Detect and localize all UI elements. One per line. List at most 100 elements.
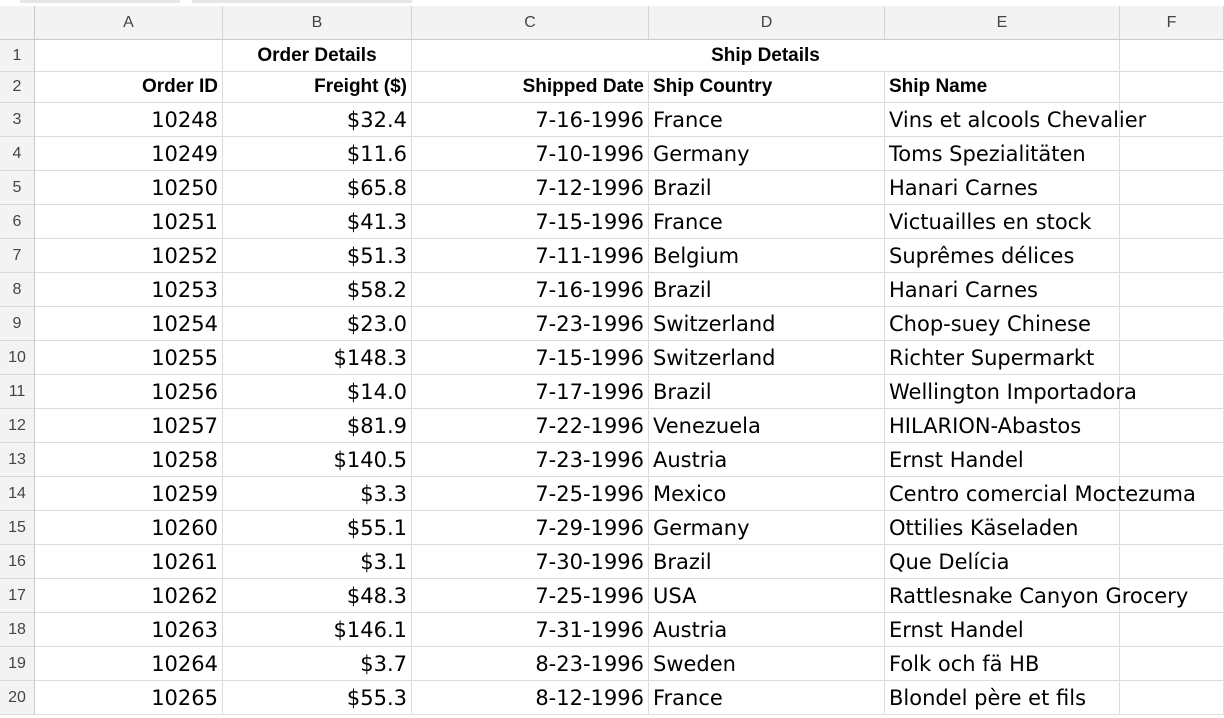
row-header-15[interactable]: 15	[0, 511, 35, 545]
empty-cell-f[interactable]	[1120, 273, 1224, 307]
row-header-5[interactable]: 5	[0, 171, 35, 205]
empty-cell-f[interactable]	[1120, 443, 1224, 477]
order-id-cell[interactable]: 10254	[35, 307, 223, 341]
freight-cell[interactable]: $32.4	[223, 103, 412, 137]
row-header-6[interactable]: 6	[0, 205, 35, 239]
ship-country-cell[interactable]: France	[649, 681, 885, 715]
empty-cell-f[interactable]	[1120, 477, 1224, 511]
empty-cell-f[interactable]	[1120, 171, 1224, 205]
order-id-cell[interactable]: 10265	[35, 681, 223, 715]
row-header-8[interactable]: 8	[0, 273, 35, 307]
freight-cell[interactable]: $14.0	[223, 375, 412, 409]
freight-header[interactable]: Freight ($)	[223, 72, 412, 103]
column-header-f[interactable]: F	[1120, 6, 1224, 39]
shipped-date-cell[interactable]: 7-25-1996	[412, 477, 649, 511]
order-id-cell[interactable]: 10262	[35, 579, 223, 613]
freight-cell[interactable]: $55.3	[223, 681, 412, 715]
ship-country-cell[interactable]: Brazil	[649, 171, 885, 205]
row-header-11[interactable]: 11	[0, 375, 35, 409]
ship-country-header[interactable]: Ship Country	[649, 72, 885, 103]
empty-cell-f[interactable]	[1120, 205, 1224, 239]
ship-name-cell[interactable]: Hanari Carnes	[885, 171, 1120, 205]
order-id-header[interactable]: Order ID	[35, 72, 223, 103]
shipped-date-cell[interactable]: 7-23-1996	[412, 443, 649, 477]
ship-name-cell[interactable]: Ernst Handel	[885, 613, 1120, 647]
freight-cell[interactable]: $3.1	[223, 545, 412, 579]
ship-country-cell[interactable]: Switzerland	[649, 307, 885, 341]
ship-country-cell[interactable]: Germany	[649, 511, 885, 545]
ship-name-cell[interactable]: Rattlesnake Canyon Grocery	[885, 579, 1188, 613]
freight-cell[interactable]: $3.3	[223, 477, 412, 511]
ship-country-cell[interactable]: Mexico	[649, 477, 885, 511]
order-id-cell[interactable]: 10258	[35, 443, 223, 477]
ship-name-cell[interactable]: Que Delícia	[885, 545, 1120, 579]
ship-name-cell[interactable]: Wellington Importadora	[885, 375, 1137, 409]
column-header-c[interactable]: C	[412, 6, 649, 39]
cell-f1[interactable]	[1120, 40, 1224, 72]
order-id-cell[interactable]: 10261	[35, 545, 223, 579]
shipped-date-cell[interactable]: 7-12-1996	[412, 171, 649, 205]
order-id-cell[interactable]: 10256	[35, 375, 223, 409]
ship-name-cell[interactable]: Ernst Handel	[885, 443, 1120, 477]
empty-cell-f[interactable]	[1120, 613, 1224, 647]
freight-cell[interactable]: $51.3	[223, 239, 412, 273]
empty-cell-f[interactable]	[1120, 647, 1224, 681]
ship-details-group-header[interactable]: Ship Details	[412, 40, 1120, 72]
empty-cell-f[interactable]	[1120, 409, 1224, 443]
empty-cell-f[interactable]	[1120, 341, 1224, 375]
freight-cell[interactable]: $23.0	[223, 307, 412, 341]
freight-cell[interactable]: $11.6	[223, 137, 412, 171]
freight-cell[interactable]: $58.2	[223, 273, 412, 307]
order-id-cell[interactable]: 10253	[35, 273, 223, 307]
ship-country-cell[interactable]: Brazil	[649, 273, 885, 307]
row-header-16[interactable]: 16	[0, 545, 35, 579]
ship-country-cell[interactable]: USA	[649, 579, 885, 613]
row-header-20[interactable]: 20	[0, 681, 35, 715]
row-header-14[interactable]: 14	[0, 477, 35, 511]
row-header-7[interactable]: 7	[0, 239, 35, 273]
empty-cell-f[interactable]	[1120, 239, 1224, 273]
freight-cell[interactable]: $41.3	[223, 205, 412, 239]
order-id-cell[interactable]: 10259	[35, 477, 223, 511]
empty-cell-f[interactable]	[1120, 137, 1224, 171]
ship-name-cell[interactable]: Toms Spezialitäten	[885, 137, 1120, 171]
row-header-12[interactable]: 12	[0, 409, 35, 443]
ship-name-cell[interactable]: Suprêmes délices	[885, 239, 1120, 273]
row-header-2[interactable]: 2	[0, 72, 35, 103]
ship-country-cell[interactable]: Austria	[649, 443, 885, 477]
order-id-cell[interactable]: 10248	[35, 103, 223, 137]
empty-cell-f[interactable]	[1120, 511, 1224, 545]
row-header-19[interactable]: 19	[0, 647, 35, 681]
column-header-e[interactable]: E	[885, 6, 1120, 39]
shipped-date-cell[interactable]: 8-12-1996	[412, 681, 649, 715]
ship-country-cell[interactable]: Germany	[649, 137, 885, 171]
order-id-cell[interactable]: 10250	[35, 171, 223, 205]
shipped-date-cell[interactable]: 7-25-1996	[412, 579, 649, 613]
shipped-date-cell[interactable]: 8-23-1996	[412, 647, 649, 681]
shipped-date-cell[interactable]: 7-11-1996	[412, 239, 649, 273]
ship-name-cell[interactable]: Centro comercial Moctezuma	[885, 477, 1196, 511]
shipped-date-cell[interactable]: 7-15-1996	[412, 341, 649, 375]
order-id-cell[interactable]: 10264	[35, 647, 223, 681]
ship-country-cell[interactable]: Brazil	[649, 545, 885, 579]
ship-name-cell[interactable]: Ottilies Käseladen	[885, 511, 1120, 545]
empty-cell-f[interactable]	[1120, 307, 1224, 341]
order-id-cell[interactable]: 10257	[35, 409, 223, 443]
shipped-date-cell[interactable]: 7-30-1996	[412, 545, 649, 579]
ship-country-cell[interactable]: Austria	[649, 613, 885, 647]
select-all-corner[interactable]	[0, 6, 35, 39]
empty-cell-f[interactable]	[1120, 375, 1224, 409]
shipped-date-cell[interactable]: 7-29-1996	[412, 511, 649, 545]
freight-cell[interactable]: $48.3	[223, 579, 412, 613]
row-header-4[interactable]: 4	[0, 137, 35, 171]
order-id-cell[interactable]: 10260	[35, 511, 223, 545]
order-id-cell[interactable]: 10255	[35, 341, 223, 375]
ship-country-cell[interactable]: Switzerland	[649, 341, 885, 375]
row-header-17[interactable]: 17	[0, 579, 35, 613]
empty-cell-f[interactable]	[1120, 579, 1224, 613]
ship-name-header[interactable]: Ship Name	[885, 72, 1120, 103]
order-id-cell[interactable]: 10251	[35, 205, 223, 239]
order-details-group-header[interactable]: Order Details	[223, 40, 412, 72]
shipped-date-cell[interactable]: 7-22-1996	[412, 409, 649, 443]
